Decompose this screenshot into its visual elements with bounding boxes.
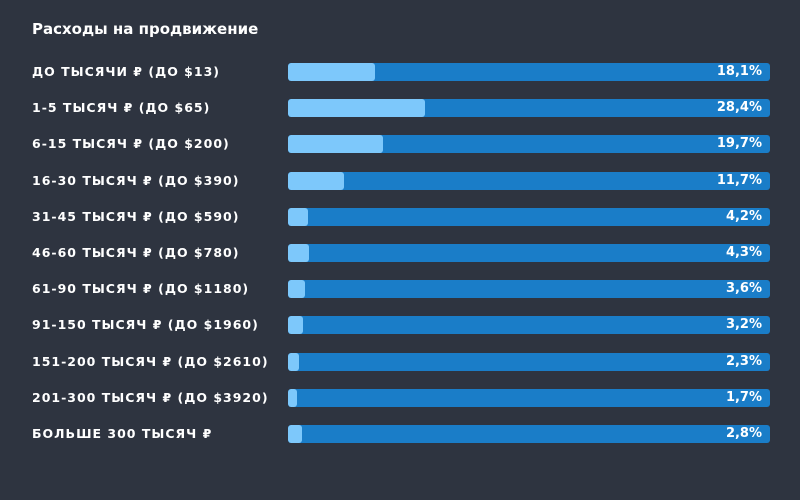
- data-label: 2,3%: [725, 353, 762, 369]
- bar-row: 201-300 ТЫСЯЧ ₽ (ДО $3920) 1,7%: [0, 388, 800, 408]
- bar-row: 16-30 ТЫСЯЧ ₽ (ДО $390) 11,7%: [0, 171, 800, 191]
- category-label: 1-5 ТЫСЯЧ ₽ (ДО $65): [32, 100, 211, 116]
- bar: [288, 171, 345, 190]
- category-label: 31-45 ТЫСЯЧ ₽ (ДО $590): [32, 208, 240, 224]
- category-label: 201-300 ТЫСЯЧ ₽ (ДО $3920): [32, 389, 269, 405]
- bar: [288, 425, 302, 443]
- data-label: 18,1%: [716, 64, 762, 79]
- category-label: ДО ТЫСЯЧИ ₽ (ДО $13): [32, 64, 220, 79]
- bar-row: 61-90 ТЫСЯЧ ₽ (ДО $1180) 3,6%: [0, 279, 800, 299]
- category-label: 16-30 ТЫСЯЧ ₽ (ДО $390): [32, 172, 240, 188]
- bar-row: 91-150 ТЫСЯЧ ₽ (ДО $1960) 3,2%: [0, 315, 800, 335]
- bar-track: 18,1%: [288, 63, 770, 81]
- data-label: 28,4%: [716, 100, 762, 116]
- bar: [288, 280, 306, 299]
- data-label: 4,2%: [725, 208, 762, 224]
- bar: [288, 316, 304, 335]
- category-label: БОЛЬШЕ 300 ТЫСЯЧ ₽: [32, 426, 213, 441]
- data-label: 1,7%: [725, 389, 762, 405]
- data-label: 19,7%: [716, 136, 762, 152]
- bar-row: 46-60 ТЫСЯЧ ₽ (ДО $780) 4,3%: [0, 243, 800, 263]
- bar: [288, 207, 309, 226]
- data-label: 11,7%: [716, 172, 762, 188]
- bar-track: 2,8%: [288, 425, 770, 443]
- bar-track: 2,3%: [288, 352, 770, 371]
- bar-track: 4,3%: [288, 244, 770, 262]
- bar-track: 19,7%: [288, 135, 770, 154]
- bar: [288, 63, 376, 81]
- bar-row: БОЛЬШЕ 300 ТЫСЯЧ ₽ 2,8%: [0, 424, 800, 444]
- bar: [288, 135, 383, 154]
- bar-track: 28,4%: [288, 99, 770, 118]
- bar-row: 6-15 ТЫСЯЧ ₽ (ДО $200) 19,7%: [0, 134, 800, 154]
- bar-row: 1-5 ТЫСЯЧ ₽ (ДО $65) 28,4%: [0, 98, 800, 118]
- category-label: 61-90 ТЫСЯЧ ₽ (ДО $1180): [32, 281, 250, 297]
- chart-title: Расходы на продвижение: [32, 20, 259, 38]
- data-label: 3,6%: [725, 281, 762, 297]
- data-label: 4,3%: [725, 245, 762, 260]
- bar: [288, 352, 300, 371]
- bar-track: 3,6%: [288, 280, 770, 299]
- bar-track: 11,7%: [288, 171, 770, 190]
- category-label: 46-60 ТЫСЯЧ ₽ (ДО $780): [32, 245, 240, 260]
- bar: [288, 99, 425, 118]
- data-label: 2,8%: [725, 426, 762, 441]
- category-label: 151-200 ТЫСЯЧ ₽ (ДО $2610): [32, 353, 269, 369]
- category-label: 91-150 ТЫСЯЧ ₽ (ДО $1960): [32, 317, 259, 333]
- bar-track: 3,2%: [288, 316, 770, 335]
- bar-track: 4,2%: [288, 207, 770, 226]
- bar-row: 31-45 ТЫСЯЧ ₽ (ДО $590) 4,2%: [0, 207, 800, 227]
- bar: [288, 388, 297, 407]
- data-label: 3,2%: [725, 317, 762, 333]
- category-label: 6-15 ТЫСЯЧ ₽ (ДО $200): [32, 136, 230, 152]
- bar: [288, 244, 309, 262]
- bar-row: ДО ТЫСЯЧИ ₽ (ДО $13) 18,1%: [0, 62, 800, 82]
- bar-track: 1,7%: [288, 388, 770, 407]
- bar-row: 151-200 ТЫСЯЧ ₽ (ДО $2610) 2,3%: [0, 352, 800, 372]
